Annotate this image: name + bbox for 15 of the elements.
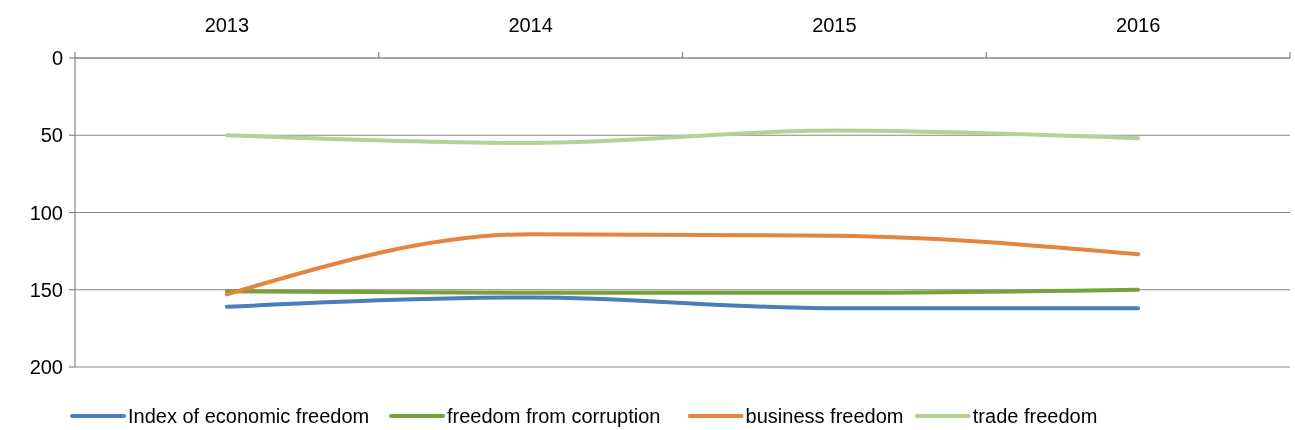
y-tick-label: 0 — [51, 47, 63, 69]
legend-label: business freedom — [745, 405, 904, 427]
line-series — [224, 232, 1141, 297]
y-tick-label: 50 — [40, 124, 63, 147]
x-tick-label: 2015 — [812, 14, 857, 36]
line-series — [224, 128, 1141, 145]
y-tick-label: 150 — [29, 278, 63, 301]
legend-label: freedom from corruption — [447, 405, 661, 427]
x-tick-label: 2013 — [204, 14, 250, 36]
legend-label: Index of economic freedom — [128, 405, 370, 427]
legend-label: trade freedom — [972, 405, 1098, 427]
x-tick-label: 2016 — [1115, 14, 1161, 36]
y-tick-label: 100 — [29, 201, 63, 224]
y-tick-label: 200 — [29, 356, 63, 378]
x-tick-label: 2014 — [508, 14, 553, 36]
